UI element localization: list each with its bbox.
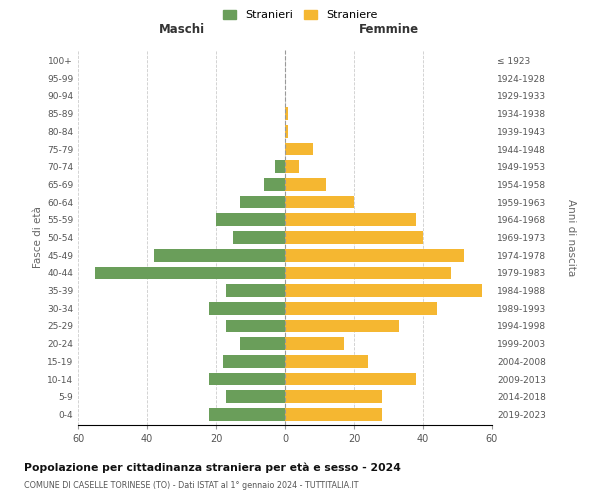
Bar (285, 160, 299, 173)
Bar (285, 125, 289, 138)
Bar (285, 249, 464, 262)
Bar (154, 249, 285, 262)
Text: Maschi: Maschi (158, 23, 205, 36)
Y-axis label: Fasce di età: Fasce di età (33, 206, 43, 268)
Bar (285, 266, 451, 279)
Bar (285, 214, 416, 226)
Bar (285, 196, 354, 208)
Bar (285, 302, 437, 314)
Bar (209, 372, 285, 386)
Bar (285, 372, 416, 386)
Legend: Stranieri, Straniere: Stranieri, Straniere (218, 6, 382, 25)
Bar (223, 355, 285, 368)
Text: Popolazione per cittadinanza straniera per età e sesso - 2024: Popolazione per cittadinanza straniera p… (24, 462, 401, 473)
Bar (226, 284, 285, 297)
Bar (285, 320, 399, 332)
Bar (216, 214, 285, 226)
Bar (226, 390, 285, 403)
Bar (240, 338, 285, 350)
Bar (233, 231, 285, 244)
Bar (285, 338, 344, 350)
Bar (209, 302, 285, 314)
Y-axis label: Anni di nascita: Anni di nascita (566, 199, 575, 276)
Bar (275, 160, 285, 173)
Bar (265, 178, 285, 191)
Bar (285, 284, 482, 297)
Bar (285, 178, 326, 191)
Bar (209, 408, 285, 421)
Bar (285, 355, 368, 368)
Text: Femmine: Femmine (358, 23, 419, 36)
Bar (285, 142, 313, 156)
Bar (226, 320, 285, 332)
Text: COMUNE DI CASELLE TORINESE (TO) - Dati ISTAT al 1° gennaio 2024 - TUTTITALIA.IT: COMUNE DI CASELLE TORINESE (TO) - Dati I… (24, 481, 359, 490)
Bar (285, 408, 382, 421)
Bar (240, 196, 285, 208)
Bar (285, 108, 289, 120)
Bar (95, 266, 285, 279)
Bar (285, 390, 382, 403)
Bar (285, 231, 423, 244)
